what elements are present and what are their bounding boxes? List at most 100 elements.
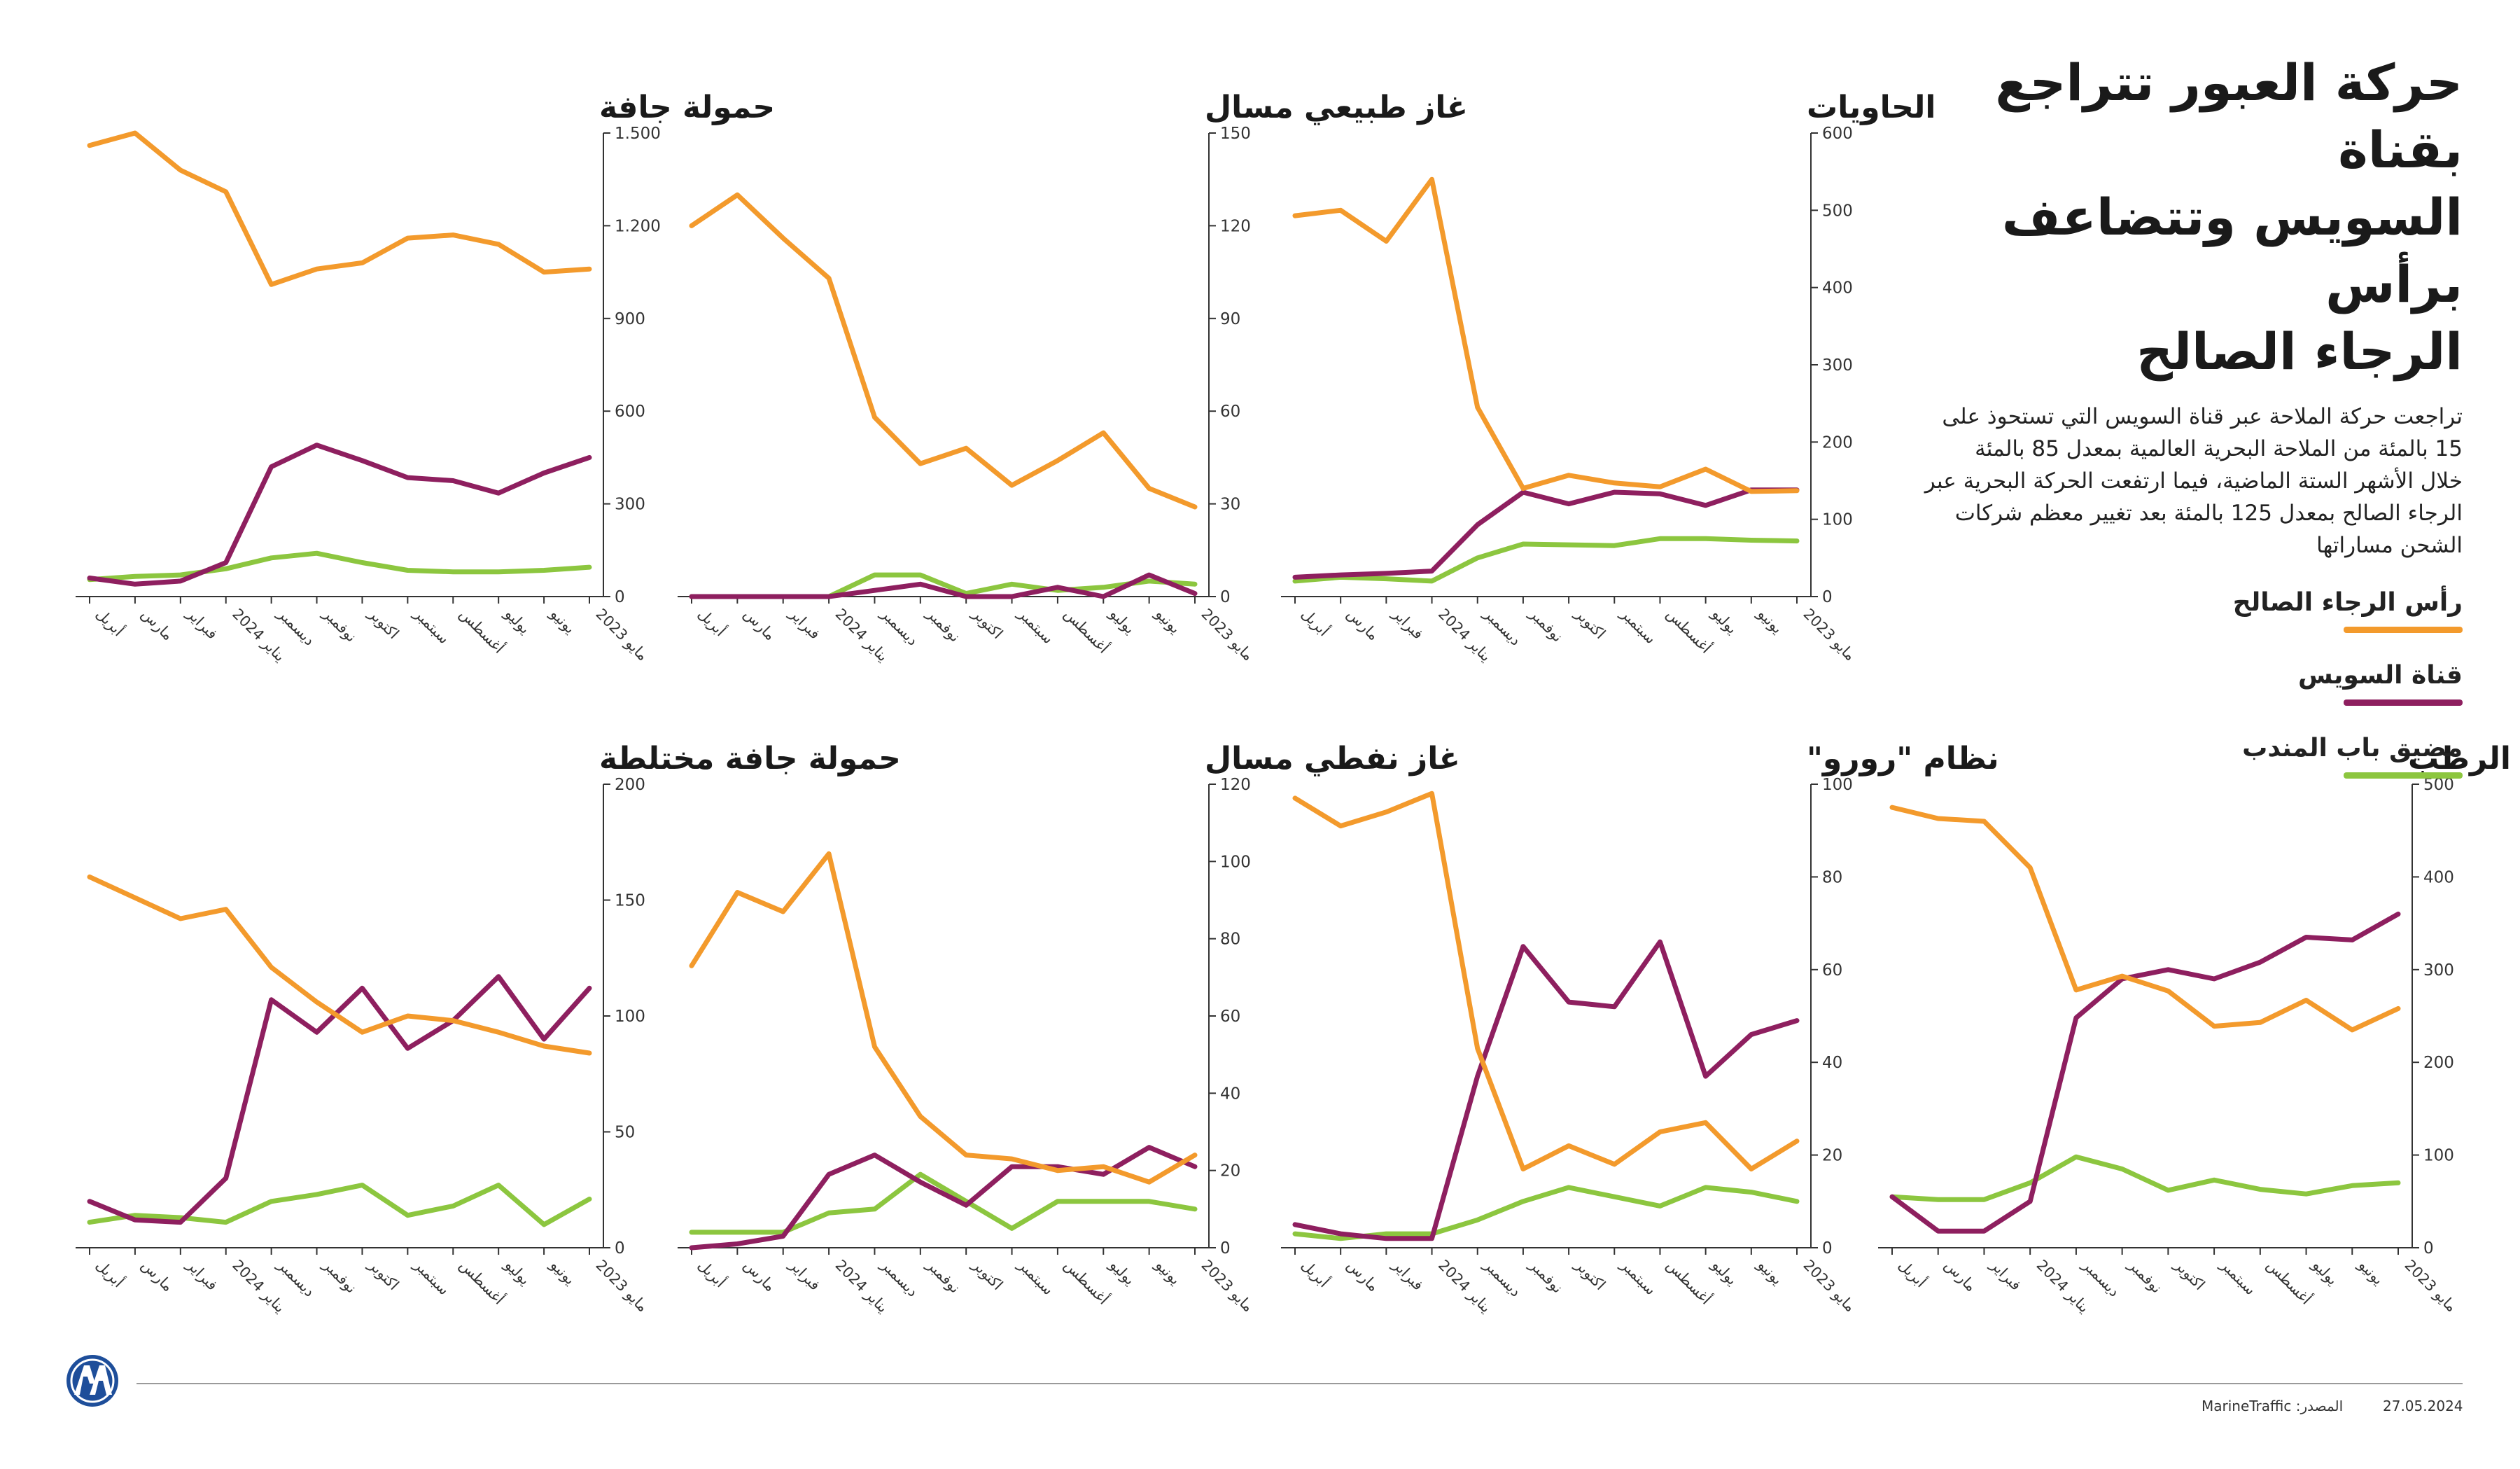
x-tick-label: ديسمبر [877, 605, 921, 649]
x-tick-label: أبريل [1298, 604, 1333, 639]
x-tick-label: نوفمبر [1526, 1256, 1567, 1297]
x-tick-label: أبريل [92, 1255, 127, 1290]
x-tick-label: ديسمبر [2079, 1256, 2123, 1300]
x-tick-label: سبتمبر [1014, 1256, 1056, 1298]
x-tick-label: يونيو [2355, 1256, 2387, 1288]
header-block: حركة العبور تتراجع بقناة السويس وتتضاعف … [1889, 49, 2463, 807]
y-tick-label: 100 [1822, 776, 1853, 794]
series-line-bab-el-mandeb [1889, 1154, 2401, 1202]
y-tick-label: 900 [615, 310, 645, 328]
y-tick-label: 0 [1220, 588, 1231, 606]
x-tick-label: يوليو [501, 1256, 533, 1288]
x-tick-label: نوفمبر [923, 1256, 964, 1297]
panel-title: الشحن الرطب [2408, 741, 2520, 777]
y-tick-label: 120 [1220, 776, 1251, 794]
x-tick-label: فبراير [183, 1256, 221, 1294]
y-tick-label: 1.200 [615, 217, 661, 235]
x-tick-label: يوليو [1106, 605, 1138, 637]
x-tick-label: يوليو [1106, 1256, 1138, 1288]
panel-title: حمولة جافة [599, 90, 775, 125]
series-line-bab-el-mandeb [689, 572, 1198, 599]
y-tick-label: 0 [1822, 1239, 1833, 1258]
legend-item-suez: قناة السويس [1889, 661, 2463, 706]
x-tick-label: مارس [741, 606, 779, 644]
y-tick-label: 100 [615, 1008, 645, 1026]
series-line-cape-of-good-hope [87, 130, 592, 287]
x-tick-label: اكتوبر [969, 1256, 1006, 1293]
y-tick-label: 0 [615, 1239, 625, 1258]
y-tick-label: 600 [615, 403, 645, 421]
y-tick-label: 0 [2423, 1239, 2434, 1258]
x-tick-label: يوليو [1708, 605, 1740, 637]
y-tick-label: 150 [1220, 125, 1251, 143]
series-line-bab-el-mandeb [1292, 1185, 1800, 1241]
x-tick-label: مارس [1344, 606, 1382, 644]
x-tick-label: ديسمبر [274, 605, 318, 649]
x-tick-label: اكتوبر [969, 605, 1006, 642]
y-tick-label: 600 [1822, 125, 1853, 143]
legend: رأس الرجاء الصالح قناة السويس مضيق باب ا… [1889, 588, 2463, 779]
x-tick-label: أبريل [92, 604, 127, 639]
x-tick-label: ديسمبر [877, 1256, 921, 1300]
x-tick-label: أغسطس [1663, 604, 1716, 657]
panel-title: الحاويات [1807, 90, 1935, 125]
series-line-bab-el-mandeb [1292, 536, 1800, 584]
legend-label: قناة السويس [2297, 661, 2463, 690]
x-tick-label: نوفمبر [1526, 605, 1567, 646]
y-tick-label: 50 [615, 1124, 635, 1142]
x-tick-label: يونيو [1152, 1256, 1184, 1288]
series-line-cape-of-good-hope [1292, 791, 1800, 1171]
y-tick-label: 0 [1822, 588, 1833, 606]
x-tick-label: نوفمبر [923, 605, 964, 646]
y-tick-label: 30 [1220, 496, 1240, 514]
x-tick-label: مايو 2023 [1800, 606, 1858, 664]
x-tick-label: أغسطس [1060, 604, 1113, 657]
x-tick-label: اكتوبر [365, 605, 402, 642]
x-tick-label: سبتمبر [1617, 605, 1659, 647]
legend-label: رأس الرجاء الصالح [2232, 588, 2463, 617]
y-tick-label: 0 [615, 588, 625, 606]
x-tick-label: مايو 2023 [2401, 1257, 2460, 1316]
series-line-bab-el-mandeb [689, 1171, 1198, 1235]
x-tick-label: فبراير [1389, 605, 1427, 643]
y-tick-label: 60 [1220, 1008, 1240, 1026]
legend-swatch-green [2344, 772, 2463, 779]
y-tick-label: 80 [1220, 931, 1240, 949]
series-line-suez-canal [1292, 487, 1800, 580]
y-tick-label: 60 [1822, 961, 1842, 980]
x-tick-label: مايو 2023 [592, 606, 651, 664]
x-tick-label: أغسطس [456, 604, 509, 657]
y-tick-label: 100 [2423, 1147, 2454, 1165]
x-tick-label: سبتمبر [410, 605, 452, 647]
x-tick-label: اكتوبر [1572, 1256, 1609, 1293]
series-line-cape-of-good-hope [1889, 805, 2401, 1033]
x-tick-label: اكتوبر [2171, 1256, 2208, 1293]
series-line-bab-el-mandeb [87, 550, 592, 583]
series-line-suez-canal [87, 974, 592, 1225]
x-tick-label: أغسطس [2263, 1255, 2316, 1308]
legend-swatch-purple [2344, 699, 2463, 706]
y-tick-label: 200 [1822, 433, 1853, 452]
y-tick-label: 20 [1822, 1147, 1842, 1165]
y-tick-label: 500 [1822, 202, 1853, 220]
footer-source: المصدر: MarineTraffic [2202, 1398, 2344, 1414]
series-line-suez-canal [689, 572, 1198, 599]
x-tick-label: ديسمبر [1480, 605, 1524, 649]
x-tick-label: يوليو [1708, 1256, 1740, 1288]
x-tick-label: يونيو [1754, 1256, 1786, 1288]
y-tick-label: 100 [1220, 853, 1251, 871]
x-tick-label: مايو 2023 [1800, 1257, 1858, 1316]
x-tick-label: يونيو [547, 1256, 579, 1288]
x-tick-label: أبريل [1298, 1255, 1333, 1290]
x-tick-label: فبراير [1987, 1256, 2024, 1294]
x-tick-label: يونيو [1152, 605, 1184, 637]
series-line-cape-of-good-hope [689, 192, 1198, 510]
x-tick-label: اكتوبر [365, 1256, 402, 1293]
x-tick-label: مارس [138, 606, 176, 644]
x-tick-label: مارس [138, 1257, 176, 1295]
panel-title: حمولة جافة مختلطة [599, 741, 901, 777]
y-tick-label: 40 [1220, 1085, 1240, 1103]
series-line-suez-canal [1292, 939, 1800, 1241]
series-line-cape-of-good-hope [87, 874, 592, 1056]
x-tick-label: سبتمبر [1617, 1256, 1659, 1298]
